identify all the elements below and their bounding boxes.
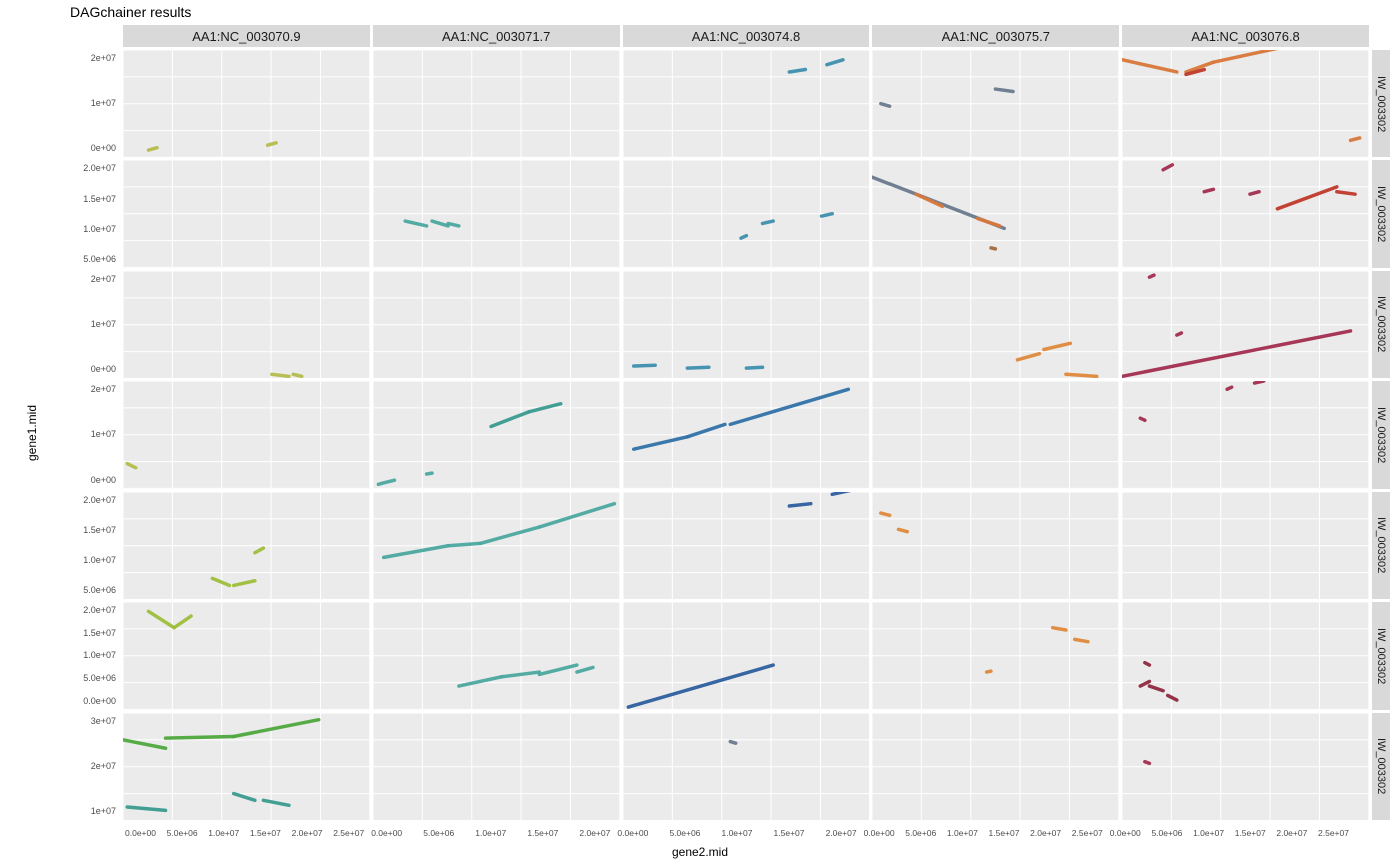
facet-panel bbox=[623, 713, 870, 820]
row-strip: IW_003302 bbox=[1372, 602, 1390, 709]
facet-panel bbox=[123, 713, 370, 820]
row-strip: IW_003302 bbox=[1372, 713, 1390, 820]
facet-panel bbox=[123, 50, 370, 157]
y-axis-ticks: 2.0e+071.5e+071.0e+075.0e+060.0e+00 bbox=[70, 602, 120, 709]
x-axis-ticks: 0.0e+005.0e+061.0e+071.5e+072.0e+072.5e+… bbox=[862, 828, 1105, 838]
facet-panel bbox=[1122, 271, 1369, 378]
facet-panel bbox=[872, 50, 1119, 157]
x-axis-ticks: 0.0e+005.0e+061.0e+071.5e+072.0e+07 bbox=[369, 828, 612, 838]
facet-panel bbox=[623, 602, 870, 709]
facet-panel bbox=[872, 602, 1119, 709]
y-axis-ticks: 2e+071e+070e+00 bbox=[70, 381, 120, 488]
facet-panel bbox=[872, 492, 1119, 599]
plot-container: DAGchainer results gene1.mid gene2.mid A… bbox=[0, 0, 1400, 865]
facet-panel bbox=[872, 713, 1119, 820]
x-axis-row: 0.0e+005.0e+061.0e+071.5e+072.0e+072.5e+… bbox=[70, 828, 1372, 838]
x-axis-ticks: 0.0e+005.0e+061.0e+071.5e+072.0e+072.5e+… bbox=[1108, 828, 1351, 838]
x-axis-ticks: 0.0e+005.0e+061.0e+071.5e+072.0e+07 bbox=[615, 828, 858, 838]
facet-panel bbox=[123, 602, 370, 709]
x-axis-ticks: 0.0e+005.0e+061.0e+071.5e+072.0e+072.5e+… bbox=[123, 828, 366, 838]
facet-panel bbox=[373, 602, 620, 709]
facet-panel bbox=[872, 381, 1119, 488]
facet-panel bbox=[623, 492, 870, 599]
facet-panel bbox=[373, 271, 620, 378]
col-strip: AA1:NC_003075.7 bbox=[872, 25, 1119, 47]
facet-panel bbox=[1122, 492, 1369, 599]
y-axis-ticks: 2.0e+071.5e+071.0e+075.0e+06 bbox=[70, 160, 120, 267]
facet-grid: AA1:NC_003070.9AA1:NC_003071.7AA1:NC_003… bbox=[70, 25, 1390, 820]
facet-panel bbox=[623, 50, 870, 157]
facet-panel bbox=[373, 160, 620, 267]
facet-panel bbox=[123, 492, 370, 599]
facet-panel bbox=[623, 381, 870, 488]
facet-panel bbox=[1122, 602, 1369, 709]
facet-panel bbox=[872, 160, 1119, 267]
y-axis-label: gene1.mid bbox=[25, 404, 39, 460]
facet-panel bbox=[872, 271, 1119, 378]
facet-panel bbox=[123, 381, 370, 488]
row-strip: IW_003302 bbox=[1372, 271, 1390, 378]
col-strip: AA1:NC_003070.9 bbox=[123, 25, 370, 47]
facet-panel bbox=[123, 271, 370, 378]
y-axis-ticks: 3e+072e+071e+07 bbox=[70, 713, 120, 820]
facet-panel bbox=[373, 713, 620, 820]
facet-panel bbox=[1122, 160, 1369, 267]
facet-panel bbox=[373, 492, 620, 599]
facet-panel bbox=[1122, 50, 1369, 157]
col-strip: AA1:NC_003071.7 bbox=[373, 25, 620, 47]
row-strip: IW_003302 bbox=[1372, 50, 1390, 157]
col-strip: AA1:NC_003074.8 bbox=[623, 25, 870, 47]
y-axis-ticks: 2e+071e+070e+00 bbox=[70, 271, 120, 378]
y-axis-ticks: 2.0e+071.5e+071.0e+075.0e+06 bbox=[70, 492, 120, 599]
facet-panel bbox=[123, 160, 370, 267]
row-strip: IW_003302 bbox=[1372, 381, 1390, 488]
y-axis-ticks: 2e+071e+070e+00 bbox=[70, 50, 120, 157]
facet-panel bbox=[623, 160, 870, 267]
facet-panel bbox=[373, 381, 620, 488]
facet-panel bbox=[373, 50, 620, 157]
x-axis-label: gene2.mid bbox=[672, 845, 728, 859]
facet-panel bbox=[1122, 713, 1369, 820]
row-strip: IW_003302 bbox=[1372, 160, 1390, 267]
facet-panel bbox=[623, 271, 870, 378]
col-strip: AA1:NC_003076.8 bbox=[1122, 25, 1369, 47]
facet-panel bbox=[1122, 381, 1369, 488]
plot-title: DAGchainer results bbox=[70, 4, 191, 20]
row-strip: IW_003302 bbox=[1372, 492, 1390, 599]
